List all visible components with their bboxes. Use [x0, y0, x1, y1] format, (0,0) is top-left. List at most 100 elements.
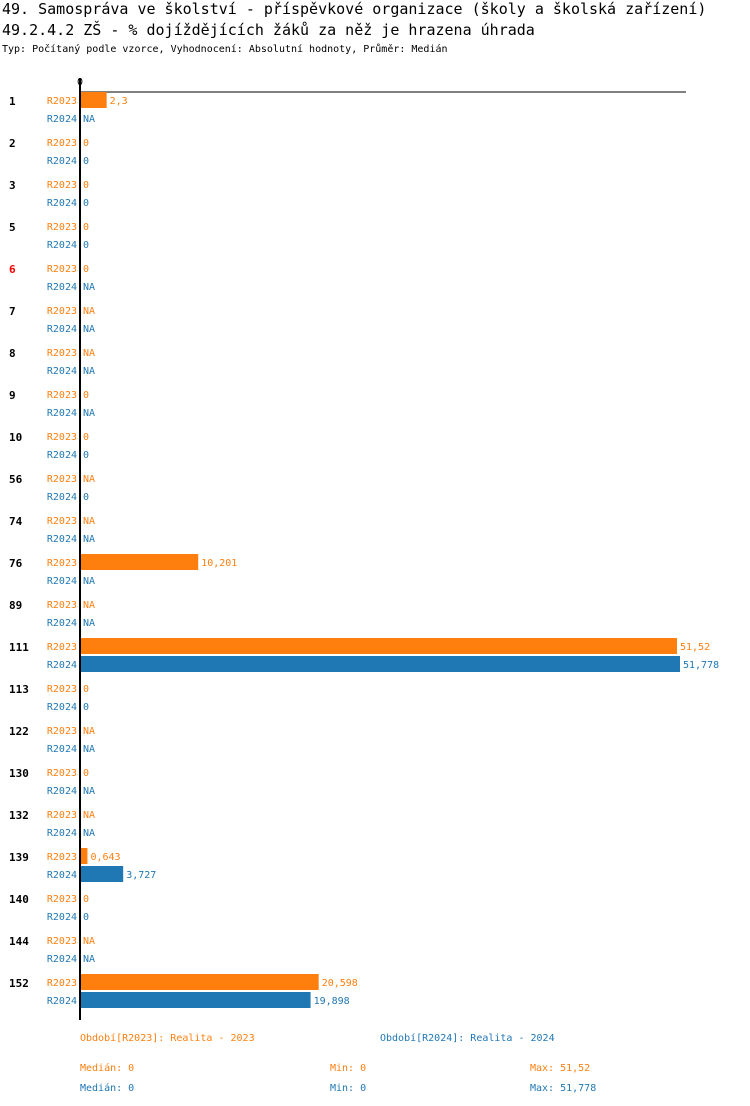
series-label-r2023: R2023	[47, 642, 77, 653]
data-label: 0	[83, 894, 89, 905]
category-label: 56	[9, 473, 23, 486]
chart-type-description: Typ: Počítaný podle vzorce, Vyhodnocení:…	[2, 44, 448, 55]
data-label: 0	[83, 492, 89, 503]
category-label: 140	[9, 893, 29, 906]
stat-max-r2023: Max: 51,52	[530, 1063, 591, 1074]
series-label-r2023: R2023	[47, 96, 77, 107]
series-label-r2024: R2024	[47, 114, 77, 125]
data-label: NA	[83, 576, 95, 587]
category-label: 1	[9, 95, 16, 108]
series-label-r2024: R2024	[47, 156, 77, 167]
bar-r2023-76	[80, 554, 199, 570]
category-label: 74	[9, 515, 23, 528]
data-label: 0	[83, 138, 89, 149]
series-label-r2024: R2024	[47, 282, 77, 293]
data-label: NA	[83, 324, 95, 335]
series-label-r2023: R2023	[47, 138, 77, 149]
chart-subtitle-indicator: 49.2.4.2 ZŠ - % dojíždějících žáků za ně…	[2, 21, 535, 39]
data-label: 0	[83, 240, 89, 251]
category-label: 76	[9, 557, 23, 570]
bar-r2024-111	[80, 656, 680, 672]
data-label: 3,727	[126, 870, 156, 881]
series-label-r2024: R2024	[47, 912, 77, 923]
series-label-r2023: R2023	[47, 390, 77, 401]
category-label: 122	[9, 725, 29, 738]
data-label: NA	[83, 810, 95, 821]
category-label: 6	[9, 263, 16, 276]
data-label: 2,3	[110, 96, 128, 107]
series-label-r2024: R2024	[47, 828, 77, 839]
series-label-r2024: R2024	[47, 198, 77, 209]
category-label: 132	[9, 809, 29, 822]
stat-max-r2024: Max: 51,778	[530, 1083, 597, 1094]
series-label-r2024: R2024	[47, 534, 77, 545]
category-label: 113	[9, 683, 29, 696]
category-label: 3	[9, 179, 16, 192]
data-label: NA	[83, 534, 95, 545]
data-label: NA	[83, 408, 95, 419]
stat-min-r2023: Min: 0	[330, 1063, 367, 1074]
series-label-r2023: R2023	[47, 600, 77, 611]
data-label: 0	[83, 432, 89, 443]
data-label: 0	[83, 684, 89, 695]
series-label-r2024: R2024	[47, 240, 77, 251]
data-label: 10,201	[201, 558, 237, 569]
series-label-r2024: R2024	[47, 702, 77, 713]
bar-r2024-152	[80, 992, 311, 1008]
data-label: 0	[83, 156, 89, 167]
series-label-r2023: R2023	[47, 516, 77, 527]
data-label: NA	[83, 474, 95, 485]
legend-period-r2023: Období[R2023]: Realita - 2023	[80, 1033, 255, 1044]
category-label: 152	[9, 977, 29, 990]
data-label: 0	[83, 702, 89, 713]
series-label-r2024: R2024	[47, 618, 77, 629]
data-label: NA	[83, 516, 95, 527]
data-label: 51,52	[680, 642, 710, 653]
bar-r2023-111	[80, 638, 678, 654]
data-label: 19,898	[314, 996, 350, 1007]
series-label-r2024: R2024	[47, 744, 77, 755]
series-label-r2023: R2023	[47, 726, 77, 737]
series-label-r2023: R2023	[47, 180, 77, 191]
series-label-r2024: R2024	[47, 450, 77, 461]
data-label: 0	[83, 198, 89, 209]
series-label-r2023: R2023	[47, 768, 77, 779]
series-label-r2023: R2023	[47, 306, 77, 317]
bar-chart: 0 1 R2023 2,3 R2024 NA 2 R2023 0 R2024 0 3 R2023 0 R20…	[9, 77, 719, 1020]
bar-r2023-152	[80, 974, 319, 990]
data-label: 0,643	[90, 852, 120, 863]
series-label-r2023: R2023	[47, 852, 77, 863]
data-label: NA	[83, 786, 95, 797]
data-label: NA	[83, 954, 95, 965]
category-label: 8	[9, 347, 16, 360]
data-label: NA	[83, 348, 95, 359]
data-label: 0	[83, 390, 89, 401]
data-label: NA	[83, 306, 95, 317]
category-label: 2	[9, 137, 16, 150]
series-label-r2023: R2023	[47, 348, 77, 359]
category-label: 89	[9, 599, 22, 612]
data-label: 0	[83, 180, 89, 191]
bar-r2023-1	[80, 92, 107, 108]
data-label: NA	[83, 600, 95, 611]
bar-r2023-139	[80, 848, 88, 864]
category-label: 10	[9, 431, 22, 444]
data-label: NA	[83, 618, 95, 629]
data-label: NA	[83, 828, 95, 839]
series-label-r2023: R2023	[47, 936, 77, 947]
chart-title: 49. Samospráva ve školství - příspěvkové…	[2, 0, 707, 18]
category-label: 9	[9, 389, 16, 402]
data-label: 0	[83, 222, 89, 233]
series-label-r2023: R2023	[47, 894, 77, 905]
series-label-r2024: R2024	[47, 660, 77, 671]
data-label: NA	[83, 282, 95, 293]
series-label-r2024: R2024	[47, 954, 77, 965]
series-label-r2024: R2024	[47, 870, 77, 881]
series-label-r2024: R2024	[47, 576, 77, 587]
series-label-r2023: R2023	[47, 432, 77, 443]
data-label: 0	[83, 264, 89, 275]
series-label-r2024: R2024	[47, 996, 77, 1007]
category-label: 111	[9, 641, 29, 654]
series-label-r2023: R2023	[47, 684, 77, 695]
category-label: 139	[9, 851, 29, 864]
